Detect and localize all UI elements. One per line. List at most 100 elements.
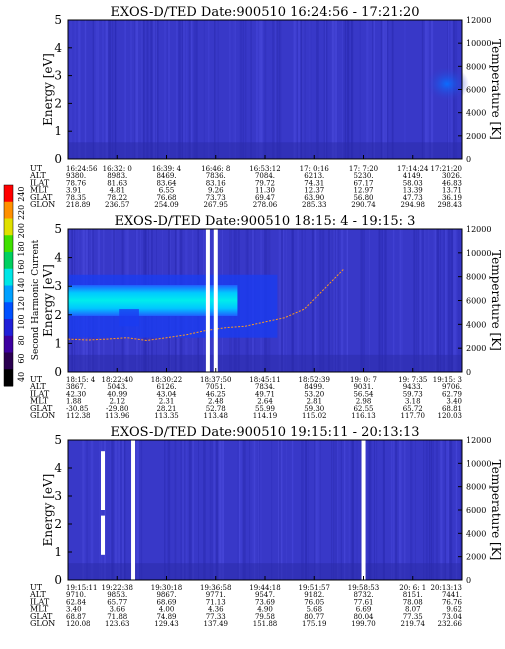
y-tick-label: 4	[54, 461, 62, 475]
y2-tick-label: 2000	[466, 344, 486, 353]
orbit-cell: 80.04	[353, 613, 374, 621]
orbit-cell: 19:36:58	[200, 584, 231, 592]
orbit-row-label: UT	[30, 583, 43, 592]
orbit-cell: 8469.	[156, 172, 176, 180]
orbit-cell: 285.33	[302, 201, 327, 209]
y2-axis-label: Temperature [K]	[489, 460, 503, 561]
orbit-cell: 4.00	[159, 606, 175, 614]
orbit-cell: 278.06	[253, 201, 278, 209]
orbit-cell: 151.88	[253, 620, 278, 628]
colorbar-swatch	[4, 352, 13, 370]
orbit-cell: 4.36	[208, 606, 224, 614]
y2-tick-label: 6000	[466, 297, 486, 306]
orbit-cell: 9853.	[107, 591, 127, 599]
colorbar-tick-label: 100	[17, 314, 26, 329]
orbit-cell: 65.72	[403, 405, 423, 413]
y-tick-label: 0	[54, 365, 62, 379]
orbit-cell: 7836.	[206, 172, 226, 180]
y-tick-label: 0	[54, 573, 62, 587]
orbit-cell: 7834.	[255, 383, 275, 391]
orbit-cell: 298.43	[438, 201, 463, 209]
y-tick-label: 3	[54, 69, 62, 83]
y2-tick-label: 4000	[466, 109, 486, 118]
temperature-trace	[67, 268, 345, 342]
orbit-cell: 3.66	[109, 606, 125, 614]
colorbar-swatch	[4, 285, 13, 303]
orbit-cell: 18:30:22	[151, 376, 182, 384]
orbit-row-label: GLON	[30, 411, 55, 420]
orbit-cell: 267.95	[204, 201, 229, 209]
orbit-cell: 62.84	[66, 598, 87, 606]
orbit-cell: 73.04	[442, 613, 463, 621]
orbit-cell: 83.64	[156, 179, 177, 187]
orbit-row-label: GLAT	[30, 193, 53, 202]
orbit-cell: 4.81	[109, 187, 125, 195]
orbit-cell: 113.48	[204, 412, 229, 420]
orbit-cell: 116.13	[351, 412, 376, 420]
orbit-cell: 67.17	[353, 179, 373, 187]
orbit-cell: 3867.	[66, 383, 86, 391]
y-tick-label: 2	[54, 308, 62, 322]
y2-tick-label: 4000	[466, 320, 486, 329]
orbit-cell: 74.89	[156, 613, 176, 621]
orbit-cell: 78.22	[107, 194, 127, 202]
orbit-cell: -30.85	[66, 405, 88, 413]
orbit-cell: 18:37:50	[200, 376, 231, 384]
colorbar-swatch	[4, 235, 13, 253]
orbit-cell: 123.63	[105, 620, 130, 628]
orbit-row-label: UT	[30, 164, 43, 173]
y2-tick-label: 12000	[466, 436, 491, 445]
y-axis-label: Energy [eV]	[41, 264, 55, 337]
y2-tick-label: 10000	[466, 249, 491, 258]
orbit-cell: 79.72	[255, 179, 275, 187]
colorbar-swatch	[4, 268, 13, 286]
intensity-spot	[425, 65, 469, 102]
orbit-cell: 46.83	[442, 179, 462, 187]
orbit-cell: 52.78	[206, 405, 226, 413]
y2-tick-label: 0	[466, 368, 471, 377]
orbit-cell: 20:13:13	[431, 584, 462, 592]
orbit-cell: 78.08	[403, 598, 423, 606]
orbit-cell: 19: 7:35	[398, 376, 427, 384]
orbit-cell: 19:15:11	[66, 584, 97, 592]
data-gap-marker	[101, 515, 105, 555]
orbit-row-label: ILAT	[30, 597, 50, 606]
orbit-cell: 8732.	[353, 591, 373, 599]
orbit-cell: 74.31	[304, 179, 324, 187]
orbit-cell: 120.08	[66, 620, 91, 628]
orbit-row-label: MLT	[30, 186, 49, 195]
y2-tick-label: 8000	[466, 62, 486, 71]
orbit-cell: 68.87	[66, 613, 86, 621]
colorbar-swatch	[4, 319, 13, 337]
orbit-cell: 8151.	[403, 591, 423, 599]
orbit-cell: 19: 0: 7	[350, 376, 377, 384]
orbit-cell: -29.80	[106, 405, 128, 413]
orbit-cell: 18:52:39	[299, 376, 330, 384]
y-tick-label: 5	[54, 222, 62, 236]
orbit-row-label: GLON	[30, 619, 55, 628]
orbit-cell: 114.19	[253, 412, 278, 420]
orbit-cell: 9182.	[304, 591, 324, 599]
orbit-row-label: GLON	[30, 200, 55, 209]
orbit-cell: 19:44:18	[249, 584, 280, 592]
y2-tick-label: 2000	[466, 553, 486, 562]
y2-tick-label: 10000	[466, 39, 491, 48]
orbit-cell: 16:39: 4	[152, 165, 182, 173]
orbit-cell: 19:58:53	[348, 584, 379, 592]
emission-band	[68, 285, 238, 316]
data-gap	[213, 229, 218, 372]
orbit-cell: 9771.	[206, 591, 226, 599]
orbit-cell: 6213.	[304, 172, 324, 180]
orbit-cell: 4.90	[257, 606, 273, 614]
orbit-cell: 55.99	[255, 405, 275, 413]
y-tick-label: 2	[54, 517, 62, 531]
orbit-cell: 7084.	[255, 172, 275, 180]
orbit-cell: 9433.	[403, 383, 423, 391]
colorbar-swatch	[4, 252, 13, 270]
panel-title: EXOS-D/TED Date:900510 16:24:56 - 17:21:…	[110, 5, 419, 20]
orbit-cell: 76.68	[156, 194, 176, 202]
orbit-cell: 16:24:56	[66, 165, 98, 173]
orbit-cell: 16:32: 0	[103, 165, 132, 173]
orbit-cell: 19:22:38	[102, 584, 133, 592]
